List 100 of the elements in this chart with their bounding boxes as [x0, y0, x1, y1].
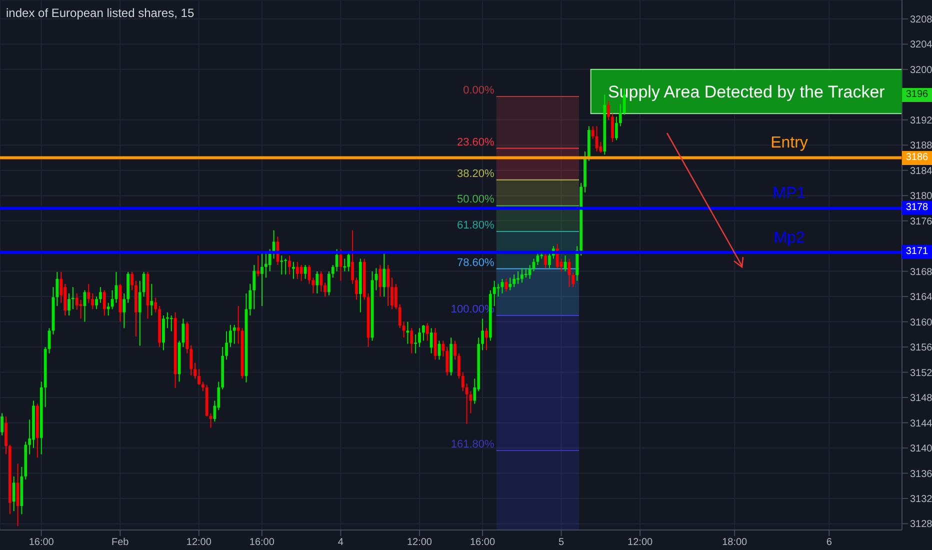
- y-tick-label: 3176: [910, 216, 932, 228]
- candlestick: [91, 292, 94, 310]
- x-tick-label: 5: [558, 537, 565, 548]
- candlestick: [548, 252, 551, 269]
- x-tick-label: 4: [338, 537, 344, 548]
- candlestick: [268, 248, 272, 272]
- candlestick: [347, 252, 350, 272]
- candlestick: [68, 292, 70, 316]
- candlestick: [615, 116, 618, 141]
- band-label: 161.80%: [450, 438, 495, 450]
- candlestick: [406, 321, 410, 344]
- y-tick-label: 3164: [910, 292, 932, 304]
- candlestick: [430, 328, 433, 354]
- candlestick: [611, 113, 614, 142]
- band-label: Supply Area Detected by the Tracker: [608, 82, 886, 102]
- candlestick: [248, 283, 252, 316]
- candlestick: [481, 318, 484, 351]
- annotation: 3196: [902, 88, 932, 102]
- x-tick-label: 6: [826, 537, 832, 548]
- x-tick-label: 16:00: [28, 537, 54, 548]
- band-label: 61.80%: [456, 220, 495, 232]
- y-tick-label: 3128: [910, 519, 932, 530]
- candlestick: [284, 258, 288, 275]
- candlestick: [79, 299, 82, 320]
- candlestick: [198, 368, 200, 386]
- candlestick: [390, 277, 394, 310]
- annotation: 3171: [902, 245, 932, 260]
- x-tick-label: 18:00: [722, 537, 748, 548]
- candlestick: [122, 292, 126, 329]
- candlestick: [252, 264, 256, 310]
- candlestick: [426, 322, 429, 342]
- candlestick: [414, 334, 418, 354]
- candlestick: [190, 344, 193, 376]
- candlestick: [618, 104, 622, 127]
- candlestick: [351, 230, 354, 284]
- y-tick-label: 3200: [910, 64, 932, 76]
- band-label: 0.00%: [463, 84, 495, 97]
- candlestick: [4, 416, 8, 455]
- candlestick: [288, 255, 291, 275]
- y-tick-label: 3188: [910, 140, 932, 152]
- candlestick: [75, 292, 78, 310]
- candlestick: [496, 283, 500, 298]
- candlestick: [0, 412, 4, 436]
- band-label: 50.00%: [456, 194, 495, 206]
- candlestick: [201, 381, 204, 392]
- candlestick: [87, 283, 90, 304]
- candlestick: [591, 126, 594, 140]
- candlestick: [485, 328, 488, 351]
- candlestick: [150, 283, 154, 316]
- candlestick: [572, 272, 575, 288]
- x-tick-label: 16:00: [249, 537, 275, 548]
- y-tick-label: 3148: [910, 393, 932, 404]
- candlestick: [324, 282, 326, 298]
- ref-line-label: Entry: [770, 134, 808, 152]
- candlestick: [457, 352, 460, 380]
- candlestick: [520, 268, 524, 284]
- candlestick: [236, 306, 240, 344]
- candlestick: [512, 274, 516, 288]
- band-label: 23.60%: [456, 136, 495, 148]
- candlestick: [264, 252, 268, 278]
- candlestick: [454, 340, 456, 360]
- candlestick: [446, 346, 449, 376]
- candlestick: [182, 318, 185, 348]
- y-tick-label: 3192: [910, 115, 932, 126]
- candlestick: [95, 296, 98, 310]
- candlestick: [316, 270, 319, 294]
- candlestick: [410, 328, 414, 354]
- candlestick: [138, 280, 142, 346]
- y-tick-label: 3160: [910, 317, 932, 328]
- x-tick-label: 12:00: [186, 537, 212, 548]
- y-tick-label: 3140: [910, 444, 932, 455]
- candlestick: [331, 264, 334, 278]
- candlestick: [382, 252, 386, 298]
- candlestick: [232, 324, 236, 344]
- candlestick: [607, 100, 610, 120]
- ref-line-label: Mp2: [774, 229, 805, 246]
- candlestick: [99, 286, 102, 304]
- candlestick: [292, 261, 295, 280]
- y-tick-label: 3132: [910, 494, 932, 505]
- candlestick: [461, 372, 464, 392]
- y-tick-label: 3136: [910, 468, 932, 480]
- candlestick: [64, 283, 66, 316]
- candlestick: [296, 261, 299, 280]
- candlestick: [312, 277, 315, 294]
- candlestick: [260, 252, 264, 307]
- annotation: 3186: [902, 150, 932, 165]
- candlestick: [422, 324, 425, 342]
- y-tick-label: 3204: [910, 40, 932, 51]
- band-label: 38.20%: [456, 168, 495, 180]
- candlestick: [355, 277, 358, 300]
- candlestick: [130, 271, 134, 291]
- x-tick-label: 12:00: [406, 537, 432, 548]
- text: index of European listed shares, 15: [6, 6, 194, 20]
- candlestick: [327, 270, 330, 296]
- candlestick: [194, 362, 196, 380]
- candlestick: [106, 302, 110, 316]
- x-tick-label: Feb: [112, 537, 130, 548]
- x-tick-label: 12:00: [628, 537, 654, 548]
- candlestick: [154, 297, 158, 313]
- candlestick: [12, 476, 16, 512]
